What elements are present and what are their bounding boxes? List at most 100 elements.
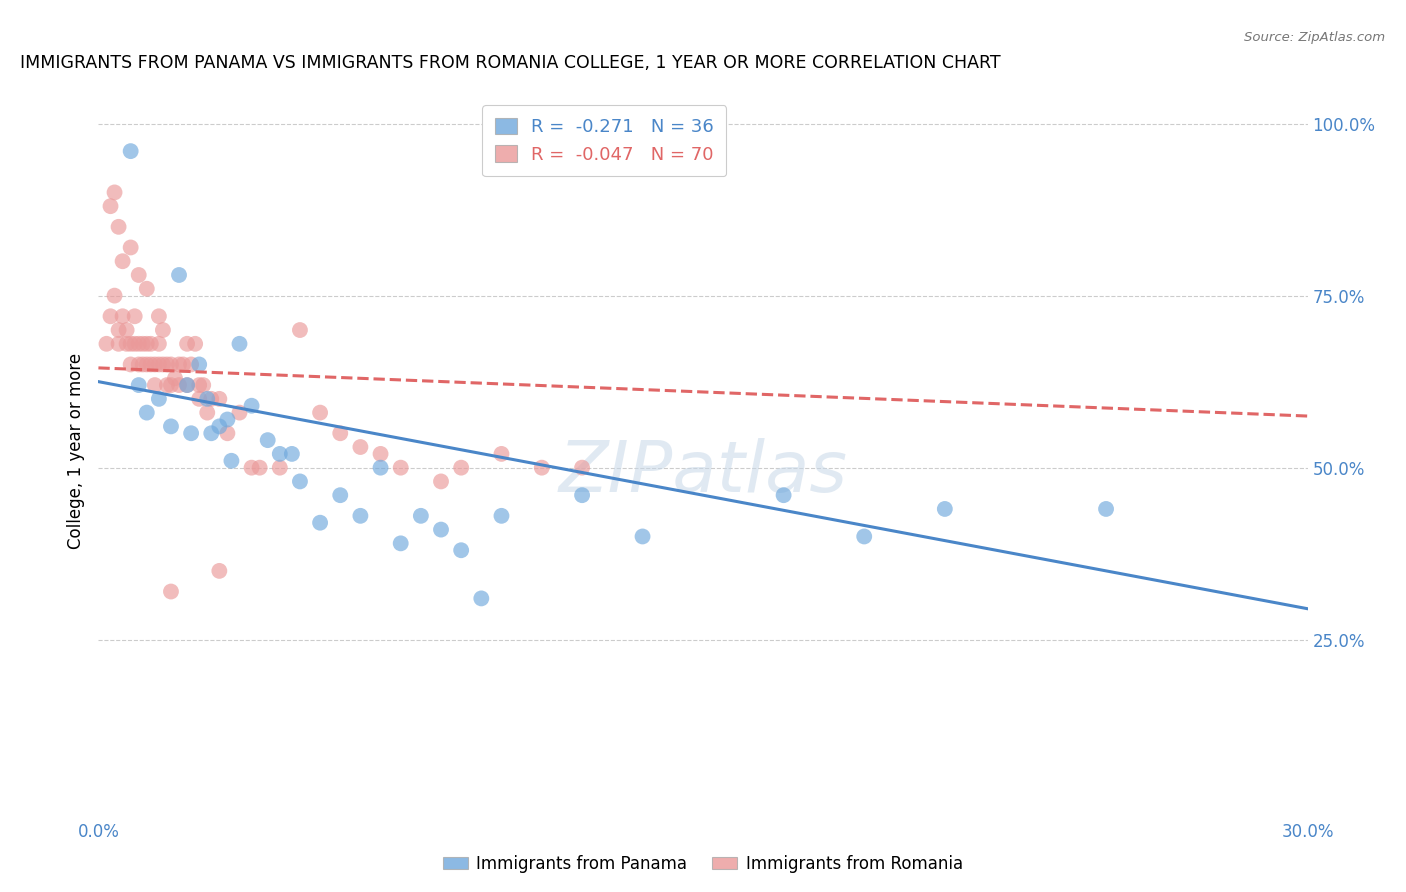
Point [135,406,157,420]
Point [135,282,157,296]
Point [370,447,392,461]
Point [160,378,183,392]
Point [120,358,142,372]
Point [240,399,263,413]
Point [281,447,304,461]
Point [1095,502,1118,516]
Point [853,529,876,543]
Point [176,336,198,351]
Point [200,426,222,441]
Point [430,475,453,489]
Point [128,378,150,392]
Text: IMMIGRANTS FROM PANAMA VS IMMIGRANTS FROM ROMANIA COLLEGE, 1 YEAR OR MORE CORREL: IMMIGRANTS FROM PANAMA VS IMMIGRANTS FRO… [20,54,1001,72]
Point [470,591,492,606]
Point [160,358,183,372]
Point [132,358,155,372]
Point [370,460,392,475]
Point [309,516,332,530]
Point [120,240,142,254]
Point [103,288,125,302]
Point [135,358,157,372]
Point [430,523,453,537]
Point [107,219,129,234]
Point [128,358,150,372]
Point [184,336,207,351]
Point [217,412,239,426]
Point [100,310,122,324]
Point [148,310,170,324]
Point [530,460,553,475]
Point [176,378,198,392]
Point [193,378,215,392]
Point [269,460,291,475]
Point [139,358,162,372]
Point [240,460,263,475]
Point [148,392,170,406]
Point [389,460,412,475]
Point [188,358,211,372]
Point [228,406,250,420]
Point [180,358,202,372]
Point [217,426,239,441]
Point [120,336,142,351]
Point [409,508,432,523]
Point [115,323,138,337]
Point [120,144,142,158]
Point [148,358,170,372]
Point [208,564,231,578]
Point [148,336,170,351]
Point [107,323,129,337]
Point [128,336,150,351]
Point [288,475,311,489]
Point [156,358,179,372]
Point [167,378,190,392]
Point [156,378,179,392]
Point [934,502,956,516]
Point [571,488,593,502]
Point [167,358,190,372]
Point [188,378,211,392]
Point [124,336,146,351]
Point [309,406,332,420]
Point [103,186,125,200]
Point [491,447,513,461]
Point [176,378,198,392]
Point [329,488,352,502]
Point [195,406,218,420]
Point [143,378,166,392]
Point [111,310,134,324]
Point [208,419,231,434]
Point [180,426,202,441]
Point [188,392,211,406]
Point [450,543,472,558]
Point [349,440,371,454]
Point [200,392,222,406]
Point [115,336,138,351]
Point [100,199,122,213]
Point [249,460,271,475]
Y-axis label: College, 1 year or more: College, 1 year or more [66,352,84,549]
Point [163,371,186,385]
Point [349,508,371,523]
Point [160,419,183,434]
Legend: Immigrants from Panama, Immigrants from Romania: Immigrants from Panama, Immigrants from … [436,848,970,880]
Point [208,392,231,406]
Point [128,268,150,282]
Point [389,536,412,550]
Point [228,336,250,351]
Point [172,358,194,372]
Point [167,268,190,282]
Point [288,323,311,337]
Point [96,336,118,351]
Point [160,584,183,599]
Point [450,460,472,475]
Text: Source: ZipAtlas.com: Source: ZipAtlas.com [1244,31,1385,45]
Text: ZIPatlas: ZIPatlas [558,438,848,507]
Point [772,488,794,502]
Point [631,529,654,543]
Legend: R =  -0.271   N = 36, R =  -0.047   N = 70: R = -0.271 N = 36, R = -0.047 N = 70 [482,105,727,177]
Point [491,508,513,523]
Point [269,447,291,461]
Point [221,454,243,468]
Point [256,433,278,447]
